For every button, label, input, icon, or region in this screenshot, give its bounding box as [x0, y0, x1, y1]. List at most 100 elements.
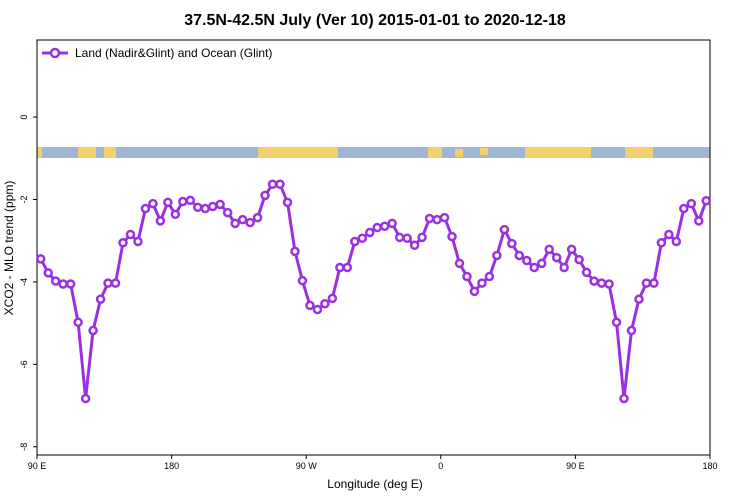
land-ocean-map: [37, 147, 710, 158]
data-point: [95, 294, 106, 304]
data-point: [282, 197, 293, 208]
data-point: [252, 212, 263, 223]
data-point: [170, 209, 181, 220]
data-point: [462, 271, 472, 282]
data-point: [125, 229, 136, 240]
data-point: [58, 279, 68, 289]
y-tick-label: -4: [19, 278, 29, 286]
data-point: [551, 252, 562, 263]
data-point: [140, 203, 151, 214]
data-point: [454, 258, 465, 269]
data-point: [664, 229, 674, 240]
data-point: [694, 216, 704, 226]
data-point: [290, 246, 300, 257]
data-point: [230, 218, 240, 229]
data-point: [649, 278, 659, 288]
data-point: [43, 268, 53, 278]
x-tick-label: 0: [438, 461, 443, 471]
x-tick-label: 180: [164, 461, 179, 471]
data-point: [327, 293, 338, 304]
x-tick-label: 180: [702, 461, 717, 471]
data-point: [589, 276, 599, 286]
data-point: [103, 278, 113, 288]
x-axis-label: Longitude (deg E): [327, 477, 422, 491]
data-point: [335, 262, 345, 273]
data-point: [611, 317, 622, 328]
data-point: [484, 271, 495, 282]
data-point: [477, 278, 487, 288]
data-point: [185, 195, 196, 206]
data-point: [514, 250, 525, 261]
data-point: [544, 244, 554, 255]
data-point: [499, 224, 510, 235]
data-point: [679, 203, 689, 214]
data-point: [394, 232, 405, 243]
data-point: [200, 203, 210, 214]
data-point: [447, 231, 457, 242]
data-point: [379, 221, 390, 232]
data-point: [237, 214, 248, 225]
data-point: [529, 262, 540, 273]
data-point: [73, 317, 83, 328]
data-point: [439, 212, 450, 223]
data-point: [275, 179, 285, 189]
data-point: [387, 218, 397, 229]
data-point: [409, 240, 420, 250]
data-point: [342, 262, 353, 273]
data-point: [350, 236, 360, 247]
data-point: [365, 227, 375, 238]
data-point: [267, 179, 278, 189]
data-point: [118, 238, 128, 248]
data-point: [402, 233, 412, 243]
series-line: [39, 182, 708, 399]
data-point: [133, 236, 143, 247]
data-point: [559, 262, 569, 273]
data-point: [65, 279, 76, 289]
legend-label: Land (Nadir&Glint) and Ocean (Glint): [75, 46, 272, 60]
data-point: [634, 294, 644, 304]
data-point: [245, 217, 255, 228]
legend: Land (Nadir&Glint) and Ocean (Glint): [42, 46, 272, 60]
data-point: [596, 278, 607, 288]
data-point: [50, 276, 61, 286]
plot-frame: [36, 39, 711, 456]
data-point: [424, 213, 435, 224]
data-point: [574, 254, 584, 265]
data-point: [193, 202, 203, 213]
chart-title: 37.5N-42.5N July (Ver 10) 2015-01-01 to …: [184, 12, 566, 29]
data-point: [656, 238, 667, 248]
data-point: [320, 299, 330, 309]
x-tick-label: 90 W: [296, 461, 318, 471]
legend-marker: [49, 47, 61, 59]
data-point: [701, 195, 712, 206]
data-point: [417, 232, 427, 243]
data-point: [492, 250, 502, 261]
y-tick-label: -8: [19, 443, 29, 451]
x-tick-label: 90 E: [28, 461, 47, 471]
data-point: [35, 254, 46, 264]
y-axis-label: XCO2 - MLO trend (ppm): [2, 181, 16, 316]
data-point: [163, 197, 173, 208]
data-point: [155, 216, 166, 226]
data-point: [626, 325, 637, 336]
data-point: [604, 279, 614, 289]
y-tick-label: -2: [19, 195, 29, 203]
y-tick-label: 0: [19, 115, 29, 120]
data-point: [357, 233, 368, 243]
data-point: [619, 393, 629, 404]
data-point: [581, 267, 592, 278]
x-tick-label: 90 E: [566, 461, 585, 471]
data-point: [305, 300, 315, 311]
data-point: [178, 196, 188, 207]
data-point: [88, 325, 98, 336]
y-tick-label: -6: [19, 360, 29, 368]
data-point: [207, 201, 218, 212]
data-point: [372, 222, 382, 233]
data-point: [148, 198, 158, 209]
data-point: [260, 190, 270, 201]
data-point: [641, 278, 652, 288]
data-point: [507, 238, 517, 249]
data-point: [297, 275, 308, 286]
data-point: [469, 286, 480, 297]
data-point: [312, 304, 323, 315]
